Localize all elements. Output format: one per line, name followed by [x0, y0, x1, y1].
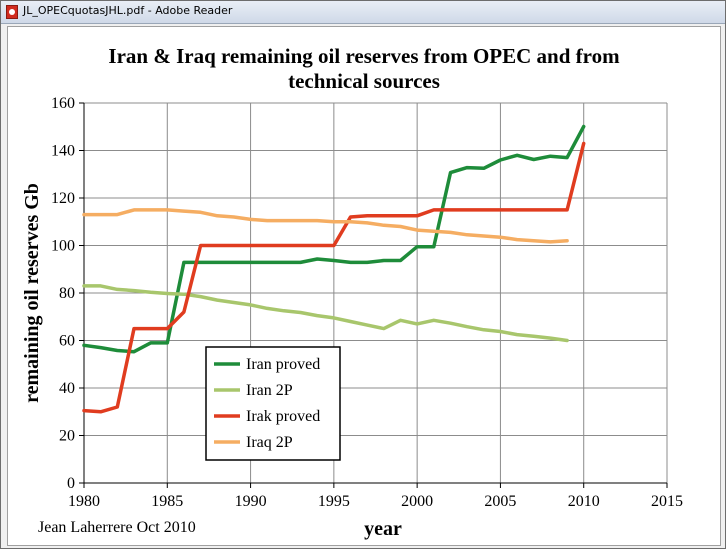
- y-tick-label: 140: [51, 143, 75, 160]
- window-title: JL_OPECquotasJHL.pdf - Adobe Reader: [23, 4, 233, 17]
- pdf-document-icon: [6, 5, 18, 19]
- chart-title-line: technical sources: [288, 69, 440, 93]
- series-line-iran-proved: [82, 124, 586, 354]
- series-line-iraq-2p: [82, 208, 569, 244]
- x-tick-label: 2010: [568, 493, 600, 510]
- legend-label: Iraq 2P: [246, 434, 293, 451]
- y-tick-label: 0: [67, 475, 75, 492]
- series-line-iran-2p: [82, 284, 569, 343]
- legend-label: Iran proved: [246, 356, 320, 373]
- line-chart: Iran & Iraq remaining oil reserves from …: [21, 44, 683, 540]
- y-tick-label: 120: [51, 190, 75, 207]
- y-tick-label: 20: [59, 428, 75, 445]
- x-tick-label: 1990: [235, 493, 267, 510]
- author-credit: Jean Laherrere Oct 2010: [38, 519, 196, 536]
- x-tick-label: 2015: [651, 493, 683, 510]
- window-titlebar[interactable]: JL_OPECquotasJHL.pdf - Adobe Reader: [1, 1, 725, 24]
- y-tick-label: 160: [51, 95, 75, 112]
- y-tick-label: 40: [59, 380, 75, 397]
- x-tick-label: 1985: [151, 493, 183, 510]
- x-tick-label: 2005: [484, 493, 516, 510]
- legend-label: Iran 2P: [246, 382, 293, 399]
- x-tick-label: 1980: [68, 493, 100, 510]
- series-line-irak-proved: [82, 141, 586, 414]
- y-tick-label: 100: [51, 238, 75, 255]
- y-axis-label: remaining oil reserves Gb: [21, 183, 43, 403]
- legend-label: Irak proved: [246, 408, 320, 425]
- chart-title-line: Iran & Iraq remaining oil reserves from …: [108, 44, 620, 68]
- y-tick-label: 80: [59, 285, 75, 302]
- x-tick-label: 2000: [401, 493, 433, 510]
- x-axis-label: year: [364, 518, 402, 540]
- y-tick-label: 60: [59, 333, 75, 350]
- x-tick-label: 1995: [318, 493, 350, 510]
- chart-area: Iran & Iraq remaining oil reserves from …: [7, 26, 721, 546]
